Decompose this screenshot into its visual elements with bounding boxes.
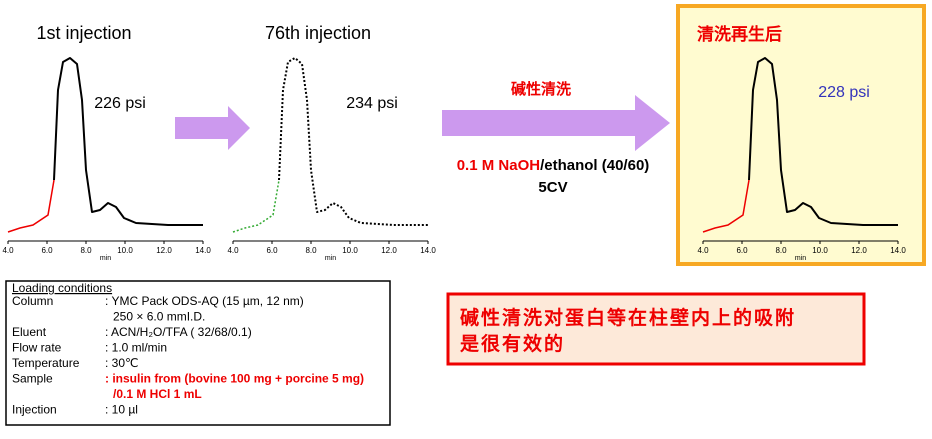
conditions-box <box>5 280 391 426</box>
arrow <box>442 95 670 151</box>
reagent: 0.1 M NaOH <box>457 157 540 174</box>
x-tick-label: 4.0 <box>2 246 14 255</box>
x-tick-label: 6.0 <box>266 246 278 255</box>
callout-text: 是很有效的 <box>460 332 565 355</box>
arrow <box>175 106 250 150</box>
x-tick-label: 10.0 <box>812 246 828 255</box>
conditions-title: Loading conditions <box>12 281 112 295</box>
chromatogram-lead <box>7 179 55 233</box>
condition-label: Column <box>12 294 53 308</box>
panel-title: 清洗再生后 <box>697 24 782 44</box>
condition-value: : ACN/H₂O/TFA ( 32/68/0.1) <box>105 325 252 339</box>
x-tick-label: 8.0 <box>775 246 787 255</box>
wash-reagents: 0.1 M NaOH/ethanol (40/60) <box>457 157 650 174</box>
wash-label: 碱性清洗 <box>511 80 571 98</box>
x-tick-label: 10.0 <box>342 246 358 255</box>
condition-label: Flow rate <box>12 341 62 355</box>
condition-label: Sample <box>12 372 53 386</box>
condition-value: 250 × 6.0 mmI.D. <box>113 310 205 324</box>
condition-value: /0.1 M HCl 1 mL <box>113 387 202 401</box>
condition-value: : 10 µl <box>105 403 138 417</box>
x-tick-label: 4.0 <box>227 246 239 255</box>
x-tick-label: 4.0 <box>697 246 709 255</box>
pressure: 226 psi <box>94 95 146 112</box>
chromatogram <box>748 57 898 226</box>
x-tick-label: 6.0 <box>736 246 748 255</box>
x-tick-label: 8.0 <box>80 246 92 255</box>
x-tick-label: 12.0 <box>851 246 867 255</box>
x-tick-label: 6.0 <box>41 246 53 255</box>
x-tick-label: 14.0 <box>420 246 436 255</box>
chromatogram-lead <box>232 179 280 233</box>
x-tick-label: 14.0 <box>195 246 211 255</box>
condition-label: Injection <box>12 403 57 417</box>
pressure: 234 psi <box>346 95 398 112</box>
chromatogram-lead <box>702 179 750 233</box>
callout-box <box>446 292 866 366</box>
panel-title: 76th injection <box>265 23 371 43</box>
condition-value: : 1.0 ml/min <box>105 341 167 355</box>
panel-title: 1st injection <box>36 23 131 43</box>
x-tick-label: 8.0 <box>305 246 317 255</box>
chromatogram <box>53 57 203 226</box>
axis-unit: min <box>795 255 806 262</box>
wash-volume: 5CV <box>538 179 567 196</box>
condition-label: Eluent <box>12 325 47 339</box>
axis-unit: min <box>100 255 111 262</box>
x-tick-label: 12.0 <box>381 246 397 255</box>
chromatogram <box>278 57 428 226</box>
callout-text: 碱性清洗对蛋白等在柱壁内上的吸附 <box>460 306 796 329</box>
condition-value: : 30℃ <box>105 356 139 370</box>
solvent: /ethanol (40/60) <box>540 157 649 174</box>
pressure: 228 psi <box>818 84 870 101</box>
condition-value: : YMC Pack ODS-AQ (15 µm, 12 nm) <box>105 294 304 308</box>
x-tick-label: 14.0 <box>890 246 906 255</box>
condition-value: : insulin from (bovine 100 mg + porcine … <box>105 372 364 386</box>
x-tick-label: 10.0 <box>117 246 133 255</box>
x-tick-label: 12.0 <box>156 246 172 255</box>
axis-unit: min <box>325 255 336 262</box>
highlight-box <box>676 4 926 266</box>
condition-label: Temperature <box>12 356 80 370</box>
